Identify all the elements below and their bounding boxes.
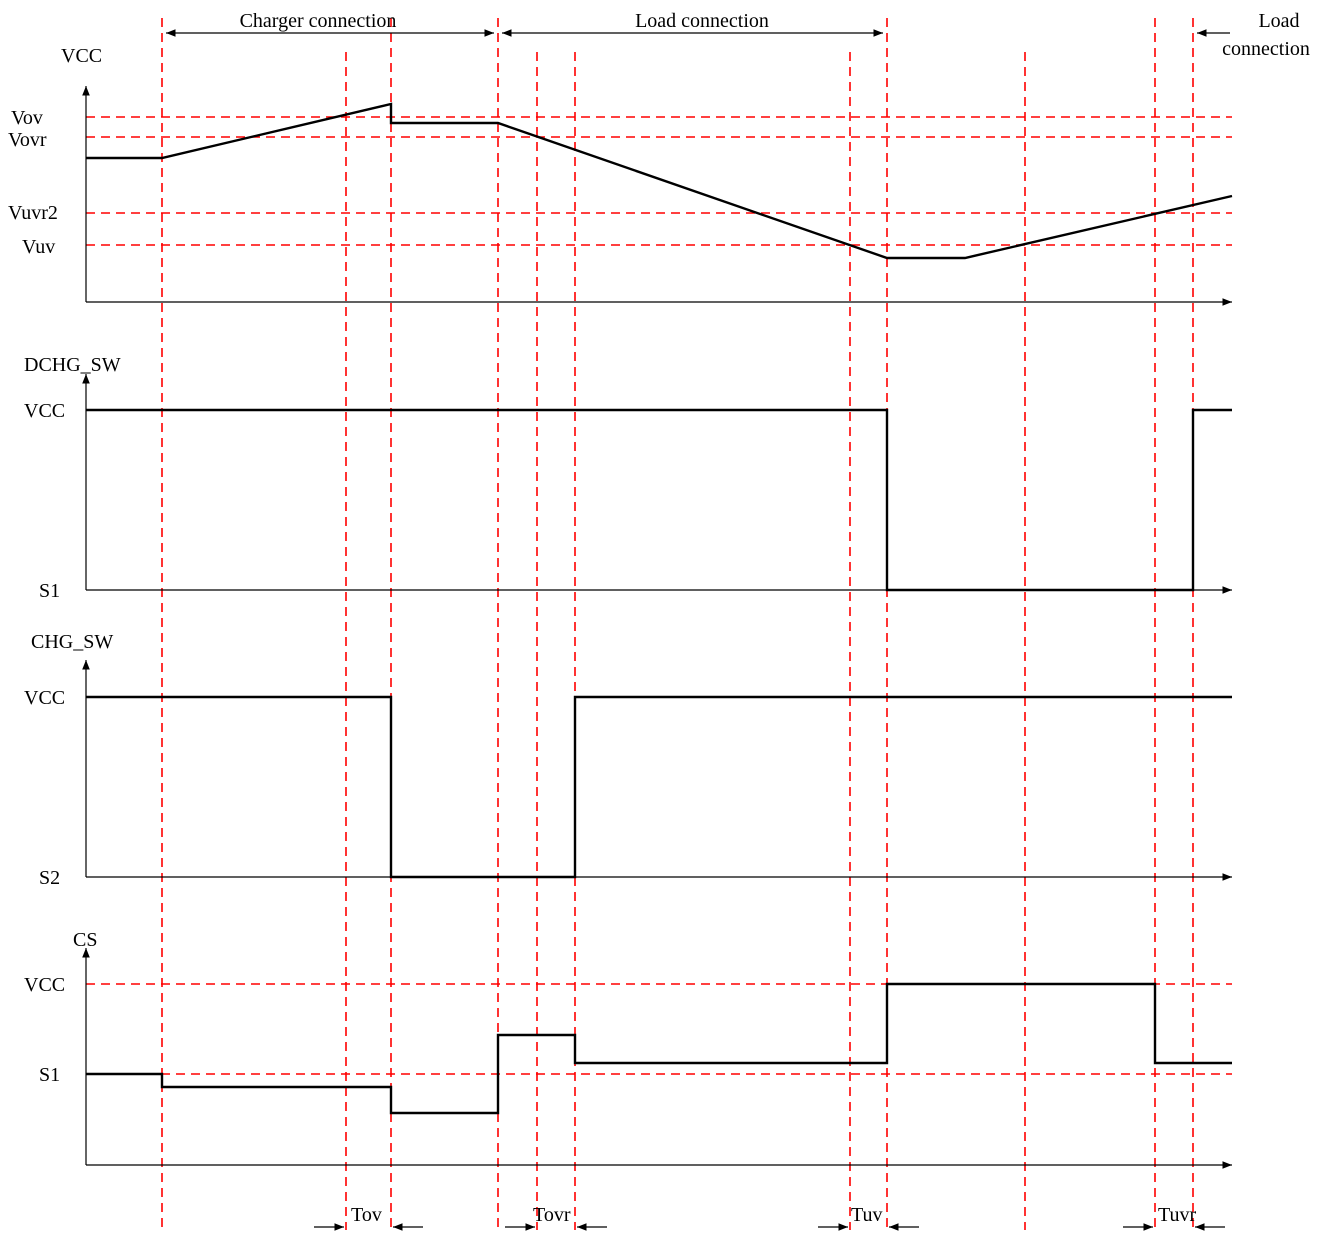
delay-tovr-label: Tovr [533,1204,571,1226]
delay-tuv-label: Tuv [851,1204,883,1226]
dchg-low-label: S1 [39,580,60,602]
phase-header-charger: Charger connection [166,10,494,37]
vovr-label: Vovr [8,129,47,151]
delay-tov: Tov [314,1204,423,1231]
phase-label-load-2-line2: connection [1222,38,1310,60]
dchg-panel: DCHG_SW VCC S1 [24,354,1232,602]
cs-waveform [86,982,1232,1115]
dchg-axis-title: DCHG_SW [24,354,121,376]
phase-header-load: Load connection [502,10,883,37]
cs-axis-title: CS [73,929,97,951]
cs-low-label: S1 [39,1064,60,1086]
delay-tuv: Tuv [818,1204,919,1231]
phase-label-charger: Charger connection [240,10,397,32]
delay-tuvr-label: Tuvr [1158,1204,1197,1226]
guide-lines [161,18,1194,1230]
cs-reference-lines [86,983,1232,1075]
delay-tov-label: Tov [351,1204,382,1226]
vcc-threshold-lines [86,116,1232,246]
vuv-label: Vuv [22,236,55,258]
vuvr2-label: Vuvr2 [8,202,58,224]
vcc-axis-title: VCC [61,45,102,67]
chg-low-label: S2 [39,867,60,889]
dchg-high-label: VCC [24,400,65,422]
chg-panel: CHG_SW VCC S2 [24,631,1232,889]
cs-panel: CS VCC S1 [24,929,1232,1169]
delay-tovr: Tovr [505,1204,607,1231]
chg-axis-title: CHG_SW [31,631,113,653]
dchg-waveform [86,408,1232,592]
phase-header-load-2: Load connection [1197,10,1310,60]
phase-label-load-2-line1: Load [1258,10,1299,32]
vcc-waveform [86,102,1233,260]
chg-high-label: VCC [24,687,65,709]
vcc-panel: VCC Vov Vovr Vuvr2 Vuv [8,45,1233,306]
delay-tuvr: Tuvr [1123,1204,1225,1231]
chg-waveform [86,695,1232,879]
phase-label-load: Load connection [635,10,769,32]
cs-high-label: VCC [24,974,65,996]
vov-label: Vov [11,107,43,129]
